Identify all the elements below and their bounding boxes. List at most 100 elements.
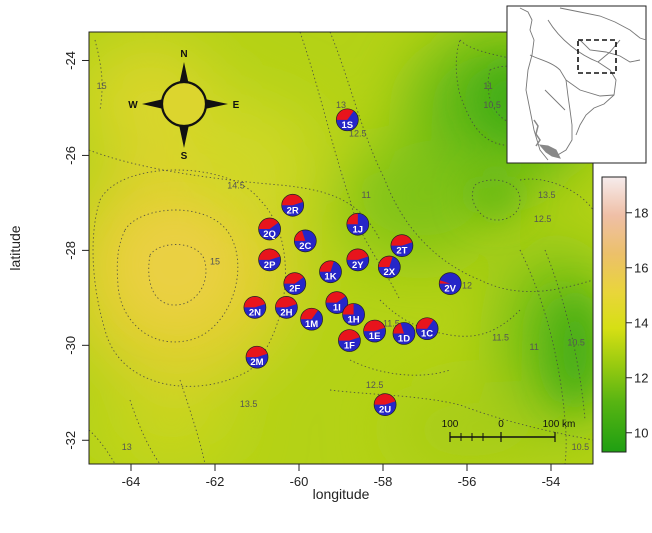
compass-east-label: E [233, 100, 240, 111]
contour-label: 12.5 [534, 214, 552, 224]
site-label: 2F [289, 284, 300, 295]
site-label: 1I [333, 303, 341, 314]
pie-slice-red [336, 108, 354, 120]
site-label: 2N [249, 307, 261, 318]
site-pie-2p: 2P [258, 248, 281, 272]
compass-north-label: N [180, 49, 187, 60]
site-pie-1k: 1K [319, 260, 342, 284]
site-label: 2P [264, 260, 276, 271]
y-tick-label: -28 [63, 241, 78, 260]
pie-slice-red [390, 234, 413, 246]
x-tick-label: -58 [374, 474, 393, 489]
pie-slice-red [258, 218, 279, 230]
pie-slice-red [258, 248, 281, 260]
compass-south-label: S [181, 151, 188, 162]
pie-slice-red [374, 393, 396, 405]
legend-tick-label: 14 [634, 315, 648, 330]
inset-locator-map [506, 5, 647, 164]
contour-label: 10.5 [483, 100, 501, 110]
site-pie-1c: 1C [415, 317, 439, 341]
contour-label: 15 [97, 81, 107, 91]
site-label: 1K [324, 272, 336, 283]
site-pie-charts: 1S 2R 2Q 2C 1J 2T 2P 2Y 2X 1K 2F 2V 2N 2H 1I 1H 1M 1E 1D 1C… [243, 108, 462, 417]
pie-slice-red [281, 194, 304, 206]
contour-label: 12.5 [349, 128, 367, 138]
site-label: 2T [396, 246, 407, 257]
x-axis: -64 -62 -60 -58 -56 -54 [122, 464, 560, 489]
contour-label: 13 [122, 442, 132, 452]
site-pie-1e: 1E [363, 319, 386, 343]
y-tick-label: -32 [63, 431, 78, 450]
pie-slice-red [393, 322, 404, 334]
pie-slice-red [346, 213, 358, 225]
color-legend: 10 12 14 16 18 [601, 176, 648, 453]
site-pie-1j: 1J [346, 212, 370, 236]
site-pie-2x: 2X [377, 255, 401, 279]
plot-frame [88, 31, 594, 465]
site-pie-2n: 2N [243, 295, 267, 319]
x-axis-title: longitude [313, 486, 370, 502]
contour-label: 13 [336, 100, 346, 110]
site-label: 1F [344, 341, 355, 352]
site-label: 1S [341, 120, 353, 131]
pie-slice-red [275, 296, 297, 308]
tierra-del-fuego-shape [538, 144, 561, 159]
site-label: 1J [353, 224, 364, 235]
site-pie-2u: 2U [373, 393, 397, 417]
site-pie-1m: 1M [300, 307, 323, 331]
pie-slice-red [342, 303, 354, 315]
y-tick-label: -26 [63, 146, 78, 165]
legend-ticks: 10 12 14 16 18 [626, 205, 648, 440]
legend-tick-label: 10 [634, 425, 648, 440]
contour-label: 12 [462, 280, 472, 290]
site-pie-1d: 1D [392, 322, 416, 345]
site-label: 1H [348, 314, 360, 325]
site-label: 1E [369, 331, 381, 342]
y-axis-title: latitude [7, 225, 23, 270]
site-label: 1D [398, 333, 410, 344]
contour-label: 13.5 [538, 190, 556, 200]
x-tick-label: -64 [122, 474, 141, 489]
contour-label: 15 [210, 257, 220, 267]
site-pie-2f: 2F [283, 272, 307, 295]
scale-left-label: 100 [442, 419, 459, 430]
pie-slice-red [246, 346, 268, 358]
pie-slice-red [283, 272, 304, 284]
legend-tick-label: 18 [634, 205, 648, 220]
site-pie-1h: 1H [342, 303, 365, 326]
site-label: 2Y [352, 260, 364, 271]
contour-label: 11 [530, 342, 539, 352]
pie-slice-red [325, 291, 346, 303]
compass-west-label: W [128, 100, 138, 111]
contour-label: 13.5 [240, 399, 258, 409]
contour-label: 12.5 [366, 380, 384, 390]
scale-right-label: 100 km [543, 419, 576, 430]
pie-slice-red [346, 248, 369, 260]
site-label: 2U [379, 405, 391, 416]
site-pie-1s: 1S [335, 108, 359, 132]
contour-label: 11 [362, 190, 371, 200]
pie-slice-red [300, 308, 319, 320]
legend-tick-label: 16 [634, 260, 648, 275]
contour-label: 11 [483, 81, 492, 91]
y-axis: -24 -26 -28 -30 -32 [63, 51, 89, 450]
site-pie-1f: 1F [338, 329, 361, 352]
contour-label: 14.5 [227, 181, 245, 191]
site-label: 2V [444, 284, 456, 295]
pie-slice-red [338, 329, 360, 341]
x-tick-label: -62 [206, 474, 225, 489]
site-pie-2t: 2T [390, 234, 414, 257]
site-pie-2v: 2V [438, 272, 462, 295]
site-pie-2m: 2M [245, 345, 269, 369]
site-label: 1C [421, 329, 433, 340]
contour-label: 11.5 [492, 333, 509, 343]
pie-slice-red [439, 280, 451, 284]
site-pie-2h: 2H [275, 295, 298, 319]
scale-center-label: 0 [498, 419, 504, 430]
compass-rose-icon: N S W E [128, 49, 239, 162]
site-pie-1i: 1I [325, 291, 349, 314]
site-label: 2X [383, 267, 395, 278]
pie-slice-red [378, 255, 393, 267]
site-label: 2Q [263, 229, 276, 240]
